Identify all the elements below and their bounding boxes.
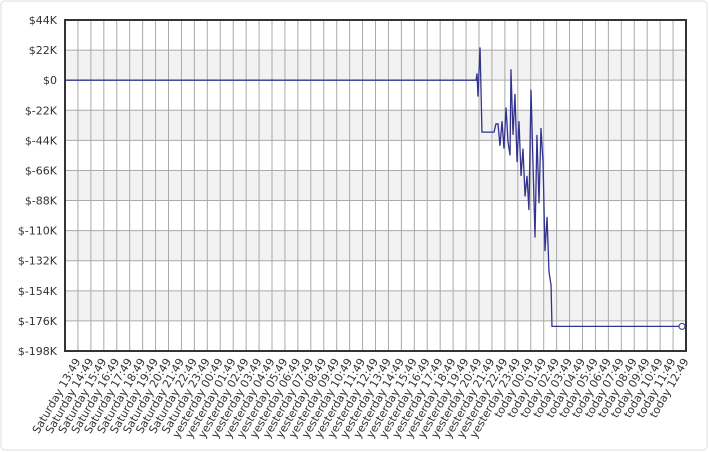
y-tick-label: $22K — [29, 44, 58, 57]
y-tick-label: $-154K — [18, 285, 58, 298]
y-tick-label: $-66K — [25, 164, 58, 177]
end-marker — [678, 322, 686, 330]
y-tick-label: $-44K — [25, 134, 58, 147]
y-tick-label: $-110K — [18, 225, 58, 238]
y-tick-label: $-198K — [18, 345, 58, 358]
y-tick-label: $-132K — [18, 255, 58, 268]
plot-border — [64, 19, 687, 352]
y-tick-label: $0 — [43, 74, 57, 87]
y-tick-label: $44K — [29, 14, 58, 27]
y-tick-label: $-22K — [25, 104, 58, 117]
y-tick-label: $-88K — [25, 195, 58, 208]
y-tick-label: $-176K — [18, 315, 58, 328]
data-line — [65, 47, 682, 328]
